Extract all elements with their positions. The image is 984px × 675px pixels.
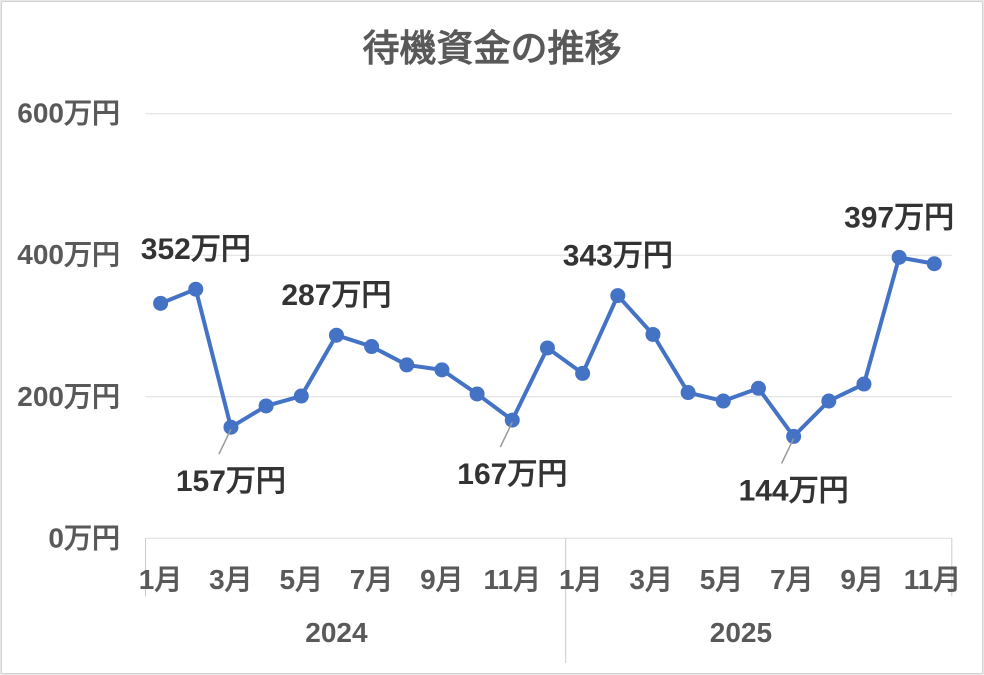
svg-text:9月: 9月 [840, 564, 884, 595]
svg-text:352万円: 352万円 [141, 233, 251, 266]
svg-text:3月: 3月 [209, 564, 253, 595]
svg-text:167万円: 167万円 [457, 458, 567, 491]
svg-text:1月: 1月 [139, 564, 183, 595]
svg-text:2025: 2025 [710, 617, 772, 648]
svg-text:5月: 5月 [280, 564, 324, 595]
svg-text:3月: 3月 [629, 564, 673, 595]
svg-text:1月: 1月 [559, 564, 603, 595]
svg-text:2024: 2024 [305, 617, 368, 648]
svg-text:11月: 11月 [483, 564, 541, 595]
svg-text:5月: 5月 [700, 564, 744, 595]
svg-text:157万円: 157万円 [176, 465, 286, 498]
svg-text:287万円: 287万円 [281, 279, 391, 312]
svg-text:9月: 9月 [420, 564, 464, 595]
svg-text:7月: 7月 [770, 564, 814, 595]
svg-text:343万円: 343万円 [563, 240, 673, 273]
svg-text:600万円: 600万円 [17, 98, 120, 129]
svg-text:397万円: 397万円 [844, 201, 954, 234]
svg-text:11月: 11月 [904, 564, 962, 595]
svg-text:7月: 7月 [350, 564, 394, 595]
svg-text:200万円: 200万円 [17, 381, 120, 412]
svg-text:144万円: 144万円 [739, 474, 849, 507]
svg-text:400万円: 400万円 [17, 239, 120, 270]
svg-text:0万円: 0万円 [48, 522, 120, 553]
